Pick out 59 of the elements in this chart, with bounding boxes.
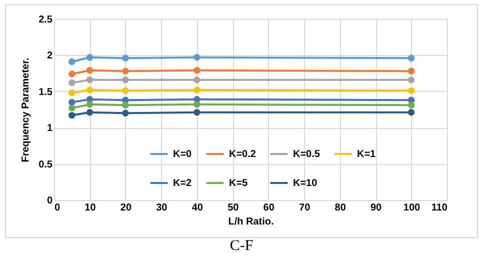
point (86, 67, 94, 74)
x-axis-title: L/h Ratio. (228, 216, 274, 228)
point (408, 76, 415, 84)
x-tick-label: 40 (192, 202, 204, 214)
point (68, 70, 76, 78)
x-tick-label: 30 (156, 202, 168, 214)
point (194, 76, 200, 84)
y-tick-label: 0 (46, 196, 53, 206)
point (122, 110, 129, 116)
point (122, 68, 129, 74)
y-tick-label: 2.5 (38, 14, 53, 26)
point (408, 109, 415, 116)
text: C-F (228, 238, 254, 255)
legend-label: K=5 (229, 178, 248, 189)
point (86, 101, 94, 108)
y-tick-label: 1.5 (38, 86, 53, 98)
x-tick-label: 60 (263, 202, 275, 214)
point (68, 112, 76, 119)
point (194, 101, 200, 108)
y-tick-label: 2 (46, 50, 53, 62)
x-tick-label: 90 (370, 202, 382, 214)
point (122, 54, 129, 62)
point (68, 58, 76, 66)
point (194, 67, 200, 74)
point (408, 54, 415, 62)
point (68, 98, 76, 106)
point (86, 76, 94, 84)
point (86, 86, 94, 94)
point (122, 102, 129, 109)
x-tick-label: 70 (299, 202, 311, 214)
point (68, 104, 76, 112)
legend-label: K=1 (357, 149, 376, 160)
y-tick-label: 0.5 (38, 159, 53, 170)
legend-label: K=10 (293, 178, 318, 189)
x-tick-label: 110 (431, 202, 448, 214)
legend-label: K=0 (173, 149, 192, 160)
point (408, 102, 415, 109)
x-tick-label: 0 (54, 202, 60, 214)
legend-label: K=0.2 (229, 149, 256, 160)
point (122, 87, 129, 94)
y-axis-title: Frequency Parameter. (20, 58, 32, 162)
point (86, 109, 94, 116)
point (68, 90, 76, 96)
point (86, 54, 94, 61)
legend-label: K=2 (173, 178, 192, 189)
point (194, 86, 200, 94)
x-tick-label: 80 (334, 202, 346, 214)
point (408, 68, 415, 74)
y-tick-label: 1 (46, 123, 53, 134)
point (408, 87, 415, 94)
point (194, 54, 200, 61)
x-tick-label: 20 (120, 202, 132, 214)
point (122, 76, 129, 84)
x-tick-label: 10 (84, 202, 96, 214)
x-tick-label: 100 (403, 202, 421, 214)
point (68, 79, 76, 86)
x-tick-label: 50 (228, 202, 240, 214)
legend-label: K=0.5 (293, 149, 320, 160)
point (194, 109, 200, 116)
